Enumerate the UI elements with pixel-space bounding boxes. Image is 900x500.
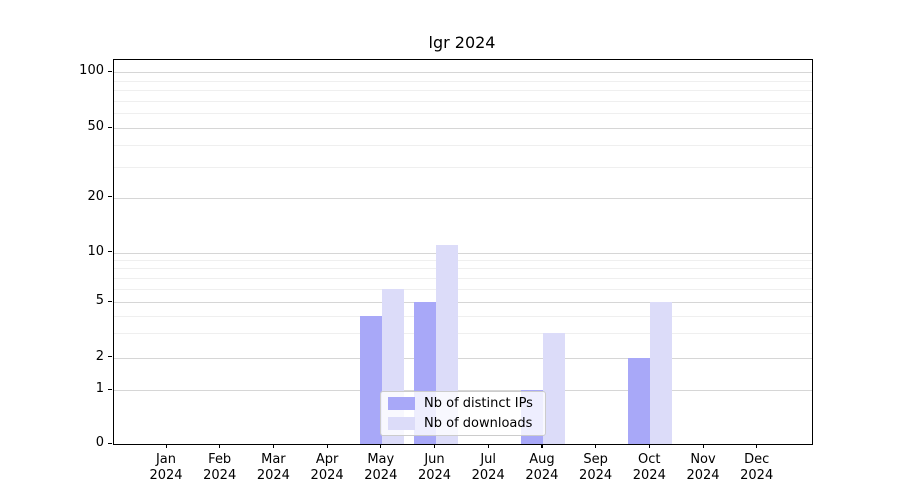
- x-tick-year: 2024: [310, 468, 344, 483]
- y-tick-label: 50: [87, 119, 104, 134]
- x-tick-year: 2024: [525, 468, 559, 483]
- x-tick-mark: [434, 444, 436, 448]
- x-tick-year: 2024: [149, 468, 183, 483]
- x-tick-mark: [272, 444, 275, 448]
- x-tick-year: 2024: [417, 468, 452, 483]
- x-tick-label: Aug 2024: [512, 452, 572, 484]
- y-tick-mark: [108, 388, 112, 390]
- y-tick-mark: [108, 70, 112, 72]
- gridline-minor: [114, 80, 812, 82]
- x-tick-year: 2024: [579, 468, 613, 483]
- x-tick-mark: [487, 444, 489, 448]
- x-tick-month: Nov: [690, 452, 716, 467]
- x-tick-month: Feb: [208, 452, 232, 467]
- x-tick-label: May 2024: [351, 452, 411, 484]
- chart-title: lgr 2024: [428, 33, 496, 52]
- x-tick-month: Mar: [261, 452, 286, 467]
- x-tick-mark: [595, 444, 597, 448]
- gridline-major: [114, 252, 812, 254]
- y-tick-label: 0: [95, 435, 104, 450]
- x-tick-month: Jun: [424, 452, 445, 467]
- x-tick-month: May: [367, 452, 395, 467]
- legend-item-downloads: Nb of downloads: [381, 415, 545, 432]
- x-tick-label: Dec 2024: [727, 452, 787, 484]
- bar-downloads: [542, 332, 565, 444]
- x-tick-year: 2024: [256, 468, 290, 483]
- grid-layer: [114, 60, 812, 444]
- x-tick-mark: [541, 444, 543, 448]
- gridline-major: [114, 302, 812, 303]
- gridline-minor: [114, 315, 812, 317]
- x-tick-label: Jan 2024: [136, 452, 196, 484]
- y-tick-mark: [108, 126, 112, 128]
- x-tick-year: 2024: [632, 468, 666, 483]
- x-tick-month: Jan: [155, 452, 177, 467]
- x-tick-label: Mar 2024: [243, 452, 303, 484]
- x-tick-label: Apr 2024: [297, 452, 357, 484]
- bar-layer: [114, 60, 812, 444]
- x-tick-month: Dec: [744, 452, 770, 467]
- plot-area: Nb of distinct IPs Nb of downloads: [113, 59, 813, 445]
- x-tick-mark: [326, 444, 328, 448]
- y-tick-mark: [108, 356, 112, 358]
- y-tick-label: 20: [87, 188, 104, 204]
- x-tick-month: Oct: [638, 452, 661, 467]
- legend-swatch-distinct-ips: [388, 397, 415, 410]
- gridline-major: [114, 128, 812, 129]
- y-tick-mark: [108, 251, 112, 253]
- x-tick-month: Aug: [529, 452, 555, 467]
- x-tick-label: Nov 2024: [673, 452, 733, 484]
- gridline-minor: [114, 100, 812, 102]
- y-tick-mark: [108, 442, 112, 444]
- x-tick-mark: [380, 444, 382, 448]
- x-tick-mark: [648, 444, 650, 448]
- bar-distinct-ips: [359, 315, 382, 444]
- y-tick-label: 1: [95, 381, 104, 396]
- gridline-minor: [114, 332, 812, 334]
- gridline-minor: [114, 260, 812, 262]
- y-tick-label: 100: [79, 63, 104, 78]
- gridline-major: [114, 390, 812, 391]
- legend-label-distinct-ips: Nb of distinct IPs: [424, 396, 533, 411]
- x-tick-mark: [756, 444, 758, 448]
- gridline-minor: [114, 166, 812, 168]
- x-tick-year: 2024: [686, 468, 720, 483]
- x-tick-month: Sep: [583, 452, 608, 467]
- x-tick-mark: [702, 444, 704, 448]
- x-tick-label: Jul 2024: [458, 452, 518, 484]
- x-tick-month: Apr: [315, 452, 339, 467]
- gridline-minor: [114, 90, 812, 92]
- x-tick-mark: [165, 444, 167, 448]
- x-tick-year: 2024: [740, 468, 774, 483]
- y-tick-label: 10: [87, 243, 104, 259]
- y-tick-mark: [108, 196, 112, 198]
- gridline-minor: [114, 288, 812, 290]
- bar-downloads: [650, 302, 673, 444]
- gridline-major: [114, 72, 812, 73]
- y-tick-mark: [108, 300, 112, 302]
- y-tick-label: 5: [95, 293, 104, 308]
- gridline-minor: [114, 277, 812, 279]
- legend: Nb of distinct IPs Nb of downloads: [380, 391, 546, 436]
- gridline-minor: [114, 144, 812, 146]
- legend-swatch-downloads: [388, 417, 415, 430]
- x-tick-year: 2024: [203, 468, 237, 483]
- x-tick-label: Feb 2024: [190, 452, 250, 484]
- gridline-minor: [114, 268, 812, 270]
- x-tick-mark: [219, 444, 221, 448]
- gridline-minor: [114, 113, 812, 115]
- x-tick-year: 2024: [471, 468, 505, 483]
- x-tick-label: Jun 2024: [405, 452, 465, 484]
- legend-item-distinct-ips: Nb of distinct IPs: [381, 395, 545, 412]
- bar-distinct-ips: [628, 357, 651, 444]
- x-tick-label: Sep 2024: [566, 452, 626, 484]
- x-tick-year: 2024: [364, 468, 398, 483]
- x-tick-month: Jul: [480, 452, 497, 467]
- gridline-major: [114, 357, 812, 359]
- y-tick-label: 2: [95, 348, 104, 364]
- gridline-major: [114, 197, 812, 199]
- x-tick-label: Oct 2024: [619, 452, 679, 484]
- legend-label-downloads: Nb of downloads: [424, 416, 533, 431]
